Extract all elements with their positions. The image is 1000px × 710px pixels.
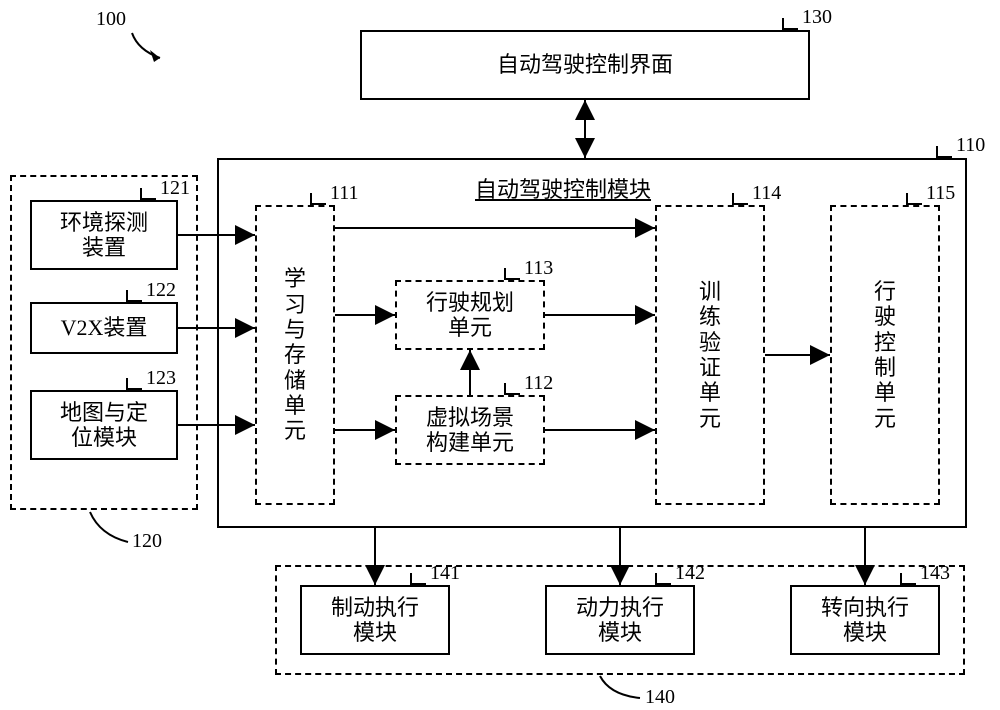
ref-label-learn: 111: [330, 182, 359, 205]
ref-label-train: 114: [752, 182, 781, 205]
ref-label-v2x: 122: [146, 279, 176, 302]
ref-label-plan: 113: [524, 257, 553, 280]
node-v2x: V2X装置: [30, 302, 178, 354]
node-scene: 虚拟场景 构建单元: [395, 395, 545, 465]
ref-label-exec-group: 140: [645, 686, 675, 709]
ref-label-steer: 143: [920, 562, 950, 585]
diagram-canvas: 100 自动驾驶控制界面 130 自动驾驶控制模块 110 120 环境探测 装…: [0, 0, 1000, 710]
ref-label-drive: 115: [926, 182, 955, 205]
ref-tick-drive: [906, 193, 922, 205]
ref-label-map: 123: [146, 367, 176, 390]
ref-label-brake: 141: [430, 562, 460, 585]
node-v2x-label: V2X装置: [57, 311, 152, 344]
node-drive-ctrl-label: 行驶控制单元: [868, 275, 902, 435]
ref-tick-brake: [410, 573, 426, 585]
node-scene-label: 虚拟场景 构建单元: [422, 401, 518, 460]
ref-label-scene: 112: [524, 372, 553, 395]
node-plan-label: 行驶规划 单元: [422, 286, 518, 345]
ref-label-system: 100: [96, 8, 126, 31]
ref-label-interface: 130: [802, 6, 832, 29]
ref-tick-env: [140, 188, 156, 200]
ref-label-inputs-group: 120: [132, 530, 162, 553]
node-map-pos: 地图与定 位模块: [30, 390, 178, 460]
ref-tick-power: [655, 573, 671, 585]
node-power: 动力执行 模块: [545, 585, 695, 655]
node-env-detect-label: 环境探测 装置: [56, 206, 152, 265]
ref-tick-map: [126, 378, 142, 390]
node-map-pos-label: 地图与定 位模块: [56, 396, 152, 455]
node-steer-label: 转向执行 模块: [817, 591, 913, 650]
node-interface: 自动驾驶控制界面: [360, 30, 810, 100]
node-brake-label: 制动执行 模块: [327, 591, 423, 650]
node-train-label: 训练验证单元: [693, 275, 727, 435]
node-train: 训练验证单元: [655, 205, 765, 505]
node-brake: 制动执行 模块: [300, 585, 450, 655]
node-env-detect: 环境探测 装置: [30, 200, 178, 270]
node-interface-label: 自动驾驶控制界面: [493, 48, 677, 81]
ref-tick-scene: [504, 383, 520, 395]
ref-tick-train: [732, 193, 748, 205]
ref-tick-plan: [504, 268, 520, 280]
node-power-label: 动力执行 模块: [572, 591, 668, 650]
ref-tick-interface: [782, 18, 798, 30]
node-learn-store-label: 学习与存储单元: [278, 262, 312, 447]
node-steer: 转向执行 模块: [790, 585, 940, 655]
ref-tick-control-module: [936, 146, 952, 158]
ref-label-env: 121: [160, 177, 190, 200]
ref-tick-steer: [900, 573, 916, 585]
ref-tick-v2x: [126, 290, 142, 302]
ref-tick-learn: [310, 193, 326, 205]
node-drive-ctrl: 行驶控制单元: [830, 205, 940, 505]
node-plan: 行驶规划 单元: [395, 280, 545, 350]
ref-label-control-module: 110: [956, 134, 985, 157]
ref-label-power: 142: [675, 562, 705, 585]
node-control-module-title: 自动驾驶控制模块: [475, 172, 651, 204]
node-learn-store: 学习与存储单元: [255, 205, 335, 505]
